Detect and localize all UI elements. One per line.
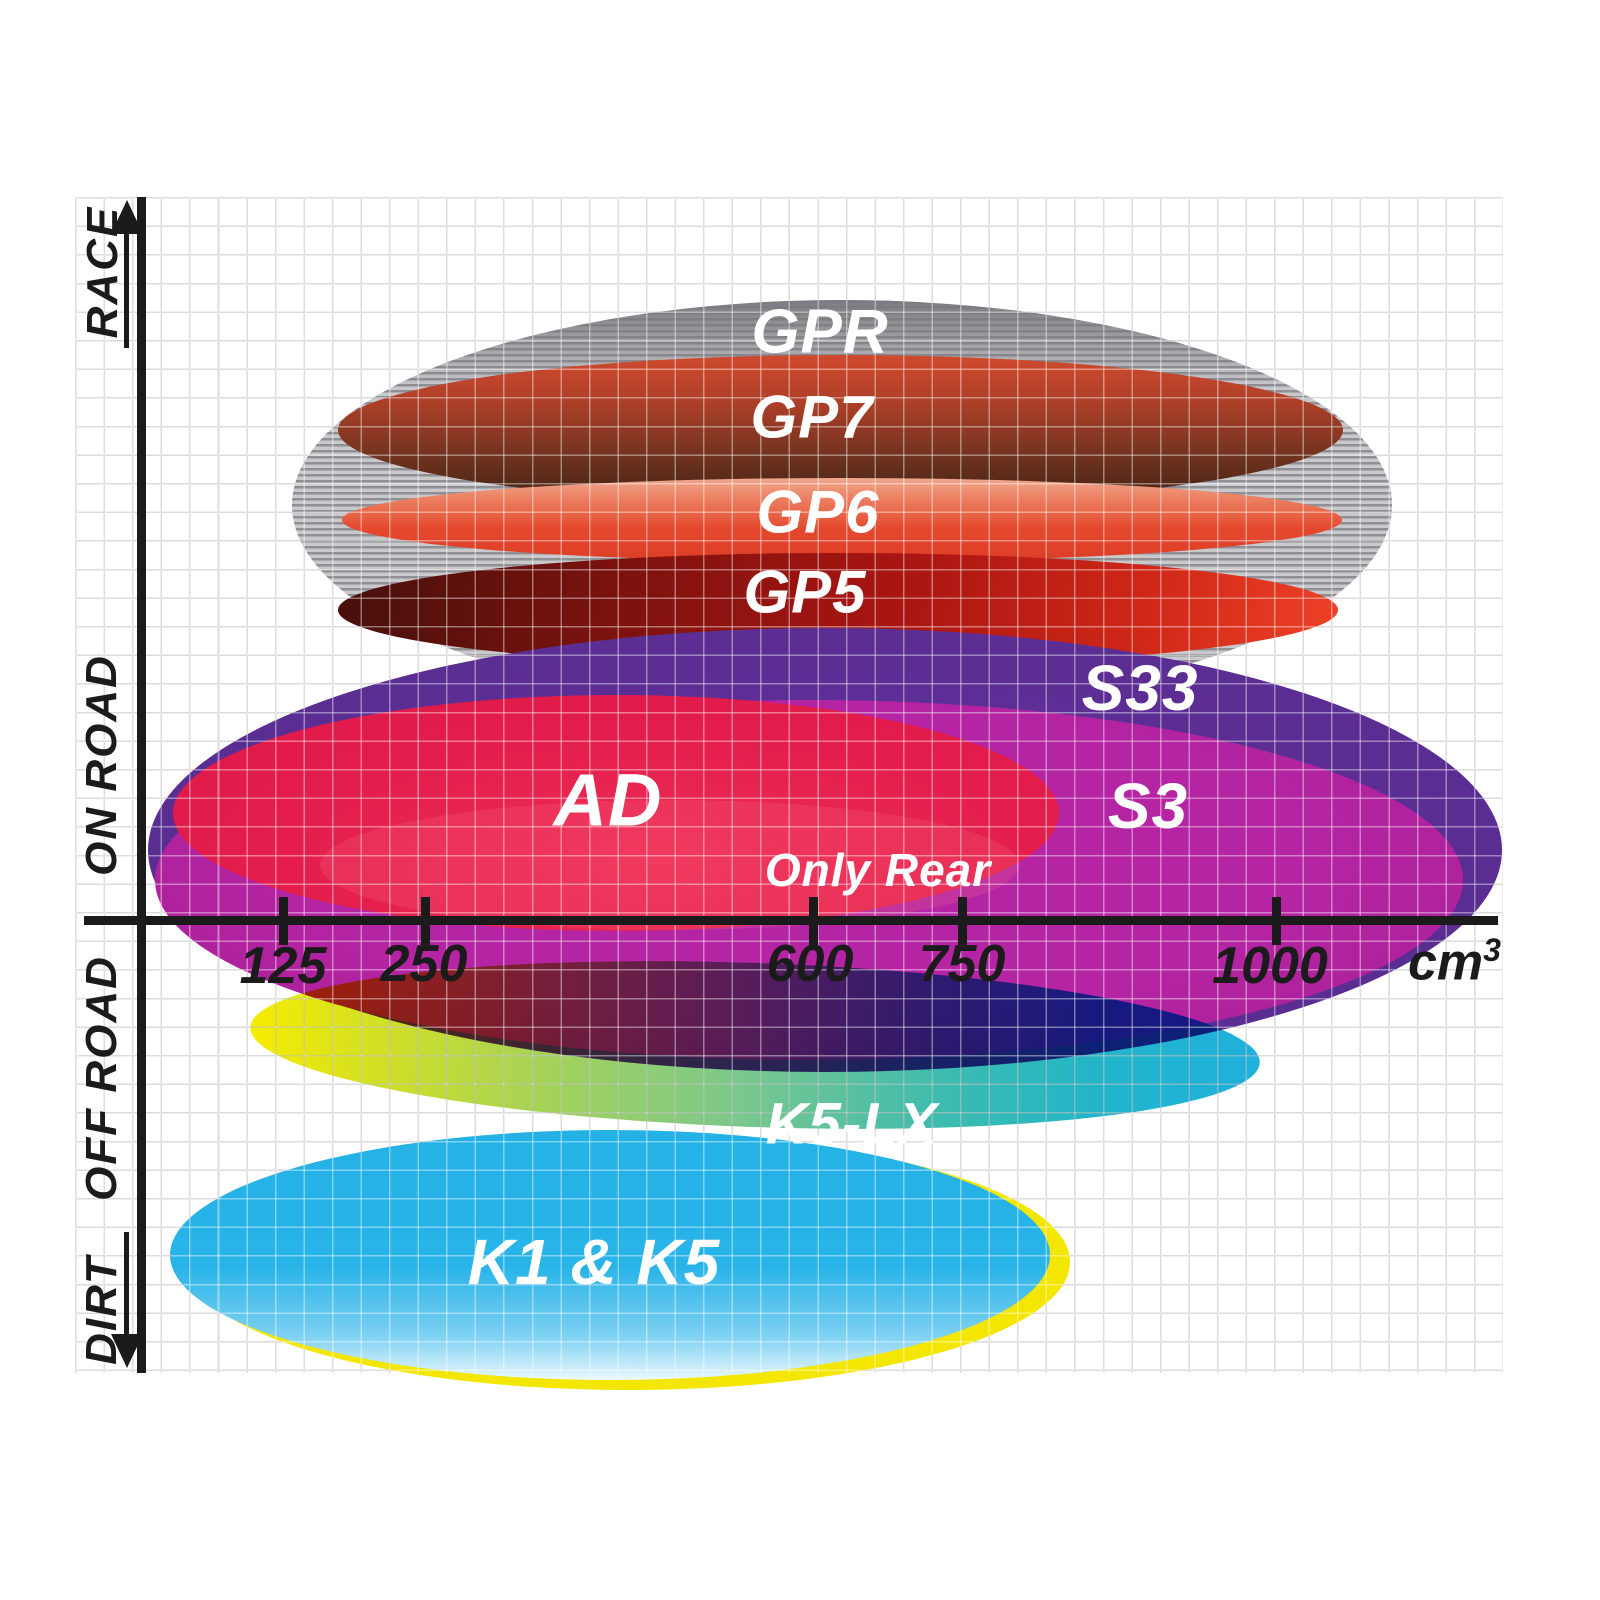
region-label-gp6: GP6 bbox=[756, 478, 880, 546]
x-tick-label-750: 750 bbox=[918, 935, 1006, 993]
ellipse-only-rear bbox=[320, 800, 1020, 930]
y-label-on-road: ON ROAD bbox=[77, 654, 126, 876]
x-tick-label-600: 600 bbox=[766, 935, 854, 993]
race-arrow-up-icon bbox=[111, 200, 143, 234]
dirt-arrow-shaft bbox=[124, 1232, 129, 1336]
grid-overlay bbox=[75, 197, 1503, 1373]
region-label-ad: AD bbox=[553, 758, 663, 842]
unit-cm: cm bbox=[1408, 933, 1484, 992]
x-tick-600 bbox=[809, 897, 818, 945]
x-tick-250 bbox=[421, 897, 430, 945]
region-label-k1k5: K1 & K5 bbox=[467, 1226, 721, 1298]
ellipse-gp6 bbox=[342, 478, 1342, 562]
region-label-s3: S3 bbox=[1107, 770, 1189, 842]
x-tick-label-1000: 1000 bbox=[1212, 937, 1328, 995]
y-label-dirt: DIRT bbox=[77, 1255, 126, 1365]
y-label-race: RACE bbox=[78, 205, 127, 339]
region-label-k5lx: K5-LX bbox=[765, 1091, 939, 1157]
x-axis-unit: cm3 bbox=[1408, 932, 1501, 992]
ellipse-ad bbox=[173, 695, 1059, 931]
region-label-gpr: GPR bbox=[751, 297, 889, 367]
y-axis-line bbox=[137, 197, 146, 1373]
region-label-s33: S33 bbox=[1081, 652, 1199, 724]
x-axis-line bbox=[84, 916, 1498, 925]
dirt-arrow-down-icon bbox=[111, 1334, 143, 1368]
unit-exponent: 3 bbox=[1483, 932, 1501, 968]
region-label-only-rear: Only Rear bbox=[764, 844, 992, 896]
x-tick-125 bbox=[279, 897, 288, 945]
race-arrow-shaft bbox=[124, 230, 129, 348]
region-label-gp5: GP5 bbox=[743, 558, 867, 626]
ellipse-k1k5 bbox=[170, 1130, 1050, 1380]
region-label-gp7: GP7 bbox=[750, 383, 874, 451]
x-tick-label-125: 125 bbox=[239, 937, 327, 995]
x-tick-label-250: 250 bbox=[380, 935, 468, 993]
x-tick-1000 bbox=[1272, 897, 1281, 945]
y-label-off-road: OFF ROAD bbox=[77, 955, 126, 1201]
x-tick-750 bbox=[958, 897, 967, 945]
